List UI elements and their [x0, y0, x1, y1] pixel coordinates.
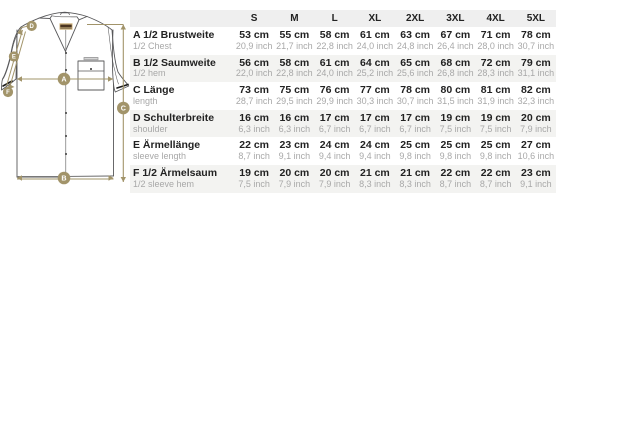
svg-text:E: E: [12, 55, 16, 61]
svg-text:B: B: [61, 174, 66, 183]
svg-text:F: F: [6, 90, 10, 96]
svg-text:D: D: [30, 24, 35, 30]
svg-text:A: A: [61, 75, 66, 84]
svg-text:C: C: [121, 104, 126, 113]
